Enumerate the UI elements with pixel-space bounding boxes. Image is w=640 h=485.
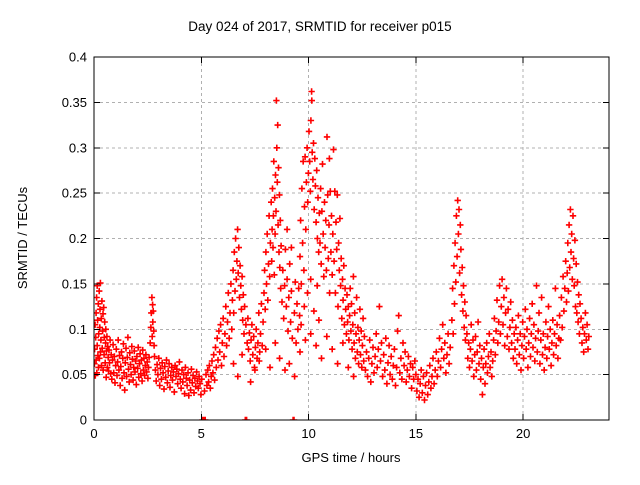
data-point-markers [94,88,592,420]
x-tick-label: 0 [90,426,97,441]
tick-labels: 0 5 10 15 20 0 0.05 0.1 0.15 0.2 0.25 0.3 0.35 0.4 [62,50,531,442]
y-tick-label: 0.4 [69,50,87,65]
y-tick-label: 0 [80,413,87,428]
x-tick-label: 5 [198,426,205,441]
plot-frame [93,56,610,421]
y-tick-label: 0.25 [62,186,87,201]
data-points-layer [94,88,592,420]
y-tick-label: 0.3 [69,140,87,155]
x-tick-label: 10 [301,426,315,441]
y-axis-label: SRMTID / TECUs [15,186,30,289]
y-tick-label: 0.15 [62,276,87,291]
y-tick-label: 0.1 [69,322,87,337]
grid-lines [94,57,609,420]
chart-title: Day 024 of 2017, SRMTID for receiver p01… [188,19,451,34]
y-tick-label: 0.2 [69,231,87,246]
x-tick-label: 15 [409,426,423,441]
y-tick-label: 0.05 [62,367,87,382]
y-tick-label: 0.35 [62,95,87,110]
x-tick-label: 20 [516,426,530,441]
x-axis-label: GPS time / hours [302,450,401,465]
